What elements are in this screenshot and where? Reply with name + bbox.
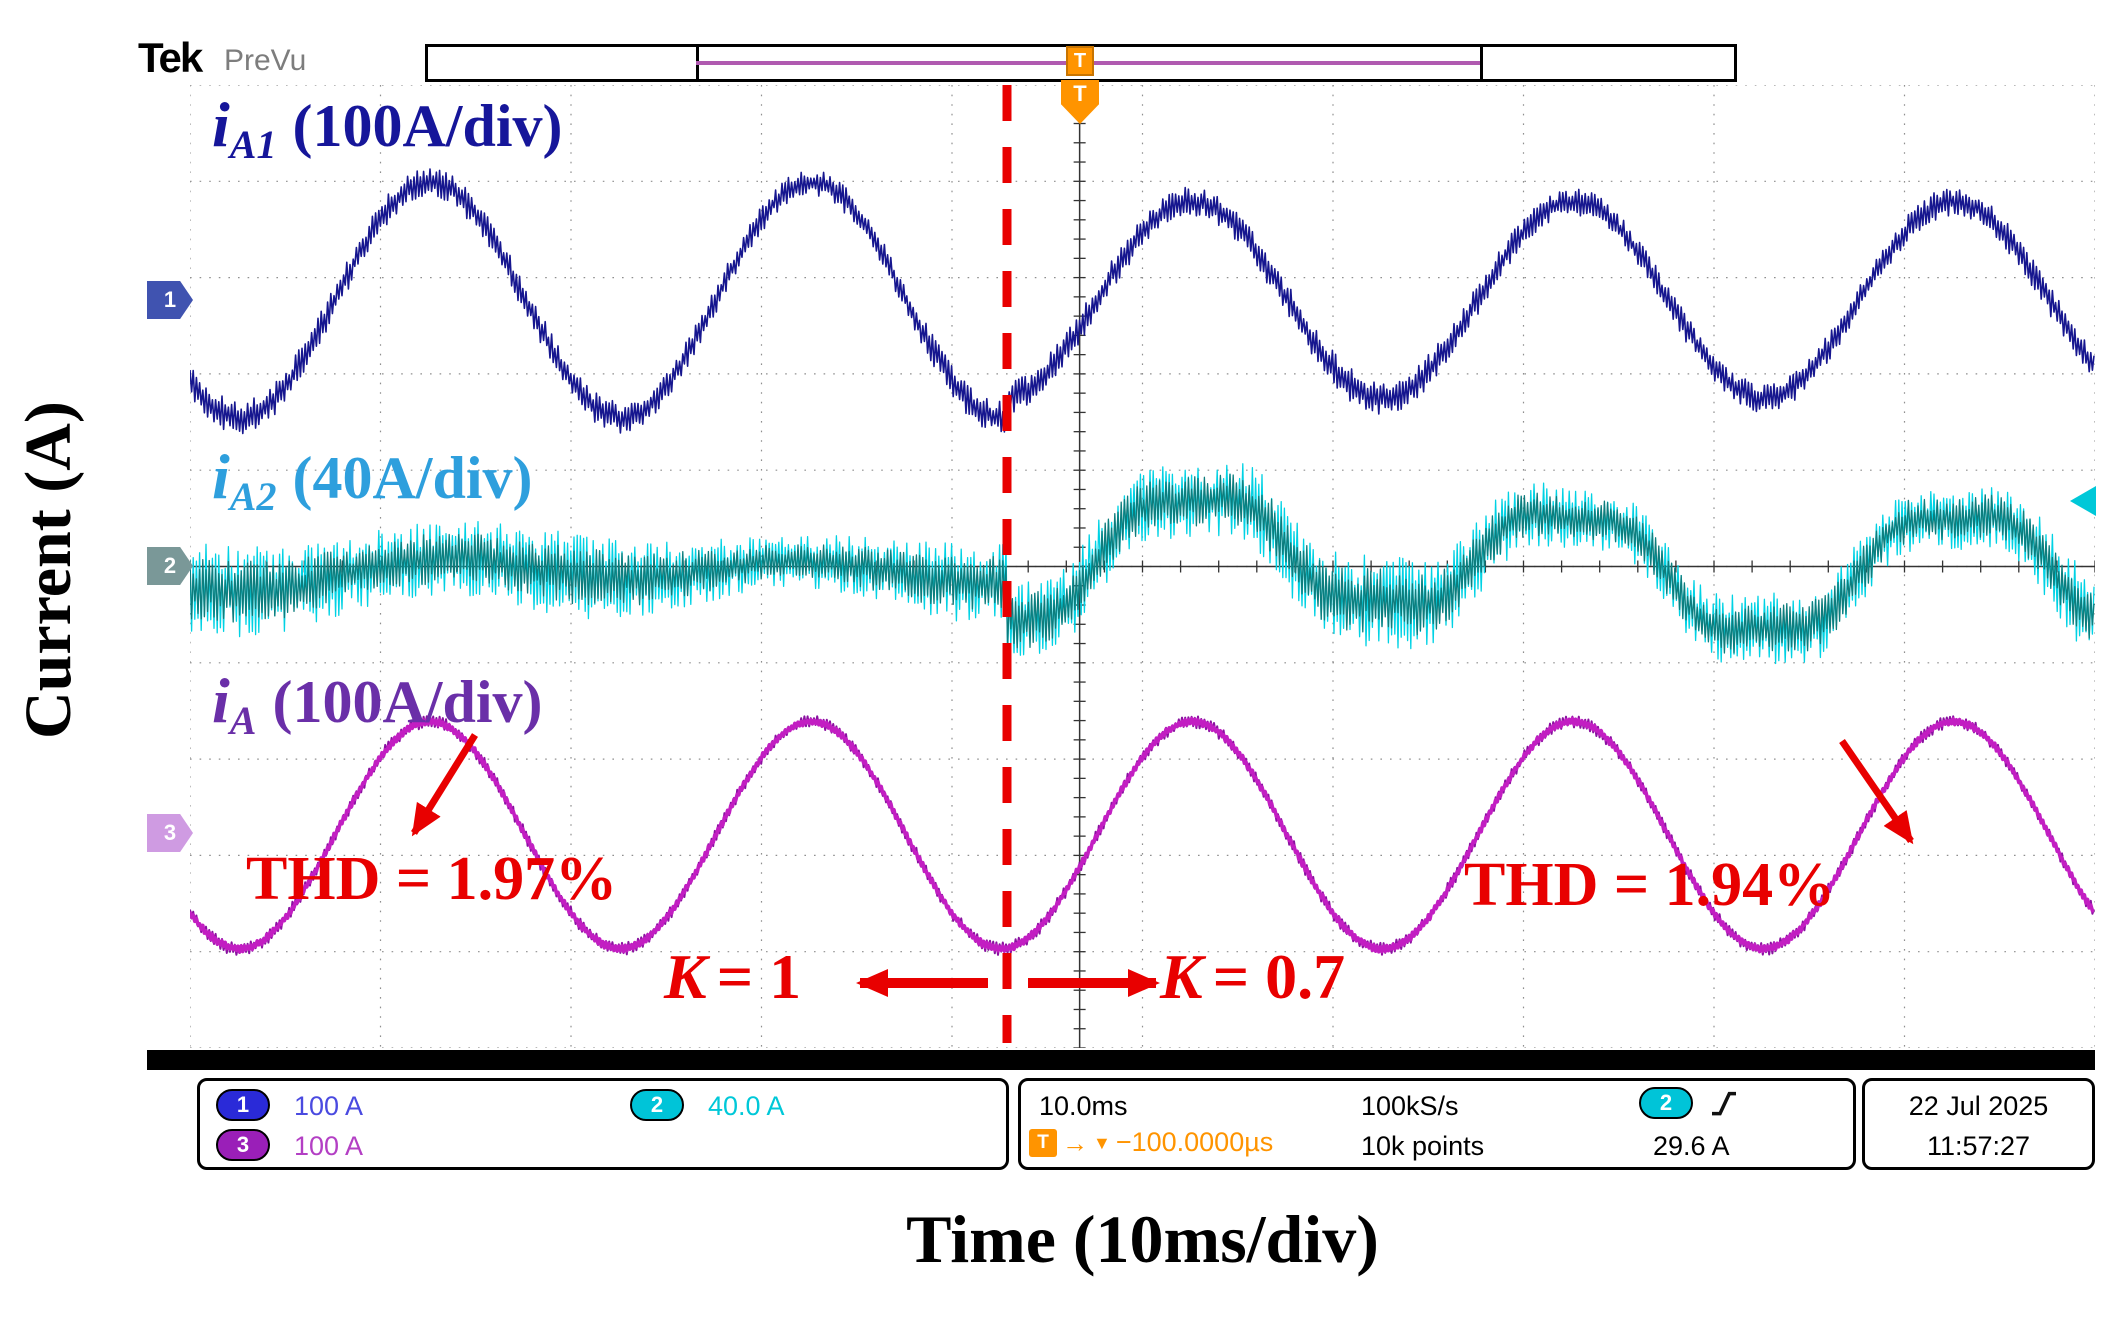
rising-edge-icon bbox=[1712, 1091, 1736, 1116]
trigger-delay-readout: T → ▼ −100.0000µs bbox=[1029, 1127, 1273, 1158]
graticule-bottom-bar bbox=[147, 1050, 2095, 1070]
ch1-subscript: A1 bbox=[229, 122, 277, 167]
time-readout: 11:57:27 bbox=[1926, 1131, 2031, 1161]
trigger-t-glyph: T bbox=[1073, 81, 1087, 106]
channel-1-marker[interactable]: 1 bbox=[147, 281, 193, 319]
ch1-symbol: i bbox=[212, 89, 230, 160]
ch3-subscript: A bbox=[229, 698, 257, 743]
ch1-badge-number: 1 bbox=[236, 1092, 250, 1117]
horizontal-trigger-box: 10.0ms 100kS/s 2 T → ▼ −100.0000µs 10k p… bbox=[1018, 1078, 1856, 1170]
k-before-value: = 1 bbox=[716, 941, 802, 1012]
datetime-box: 22 Jul 2025 11:57:27 bbox=[1862, 1078, 2095, 1170]
channel-2-number: 2 bbox=[163, 553, 177, 578]
k-after-label: K = 0.7 bbox=[1160, 940, 1345, 1014]
k-symbol: K bbox=[664, 941, 707, 1012]
ch1-waveform-label: iA1 (100A/div) bbox=[212, 88, 563, 165]
trigger-level-icon: ▼ bbox=[1093, 1132, 1111, 1153]
y-axis-label: Current (A) bbox=[12, 401, 85, 739]
timebase-readout: 10.0ms bbox=[1039, 1091, 1128, 1121]
k-after-value: = 0.7 bbox=[1212, 941, 1346, 1012]
ch2-vertical-scale: 40.0 A bbox=[708, 1091, 785, 1121]
trigger-source-number: 2 bbox=[1659, 1090, 1673, 1115]
tek-logo: Tek bbox=[138, 34, 203, 81]
channel-1-number: 1 bbox=[163, 287, 177, 312]
waveform-plot bbox=[190, 85, 2095, 1048]
k-before-label: K = 1 bbox=[664, 940, 801, 1014]
ch3-badge[interactable]: 3 bbox=[216, 1129, 270, 1161]
annotation-overlay bbox=[411, 85, 1914, 1043]
ch2-badge-number: 2 bbox=[650, 1092, 664, 1117]
trigger-delay-value: −100.0000µs bbox=[1115, 1127, 1274, 1157]
x-axis-label: Time (10ms/div) bbox=[906, 1201, 1379, 1277]
trigger-level-readout: 29.6 A bbox=[1653, 1131, 1730, 1161]
sample-rate-readout: 100kS/s bbox=[1361, 1091, 1459, 1121]
channel-scales-box: 1 100 A 2 40.0 A 3 100 A bbox=[197, 1078, 1009, 1170]
ch2-symbol: i bbox=[212, 441, 230, 512]
thd-after-label: THD = 1.94% bbox=[1464, 851, 1836, 919]
channel-3-marker[interactable]: 3 bbox=[147, 814, 193, 852]
trigger-source-badge[interactable]: 2 bbox=[1639, 1087, 1693, 1119]
thd-right-arrow bbox=[1839, 739, 1914, 845]
ch1-scale-text: (100A/div) bbox=[292, 93, 563, 159]
ch2-subscript: A2 bbox=[229, 474, 277, 519]
ch2-waveform-label: iA2 (40A/div) bbox=[212, 440, 533, 517]
ch3-vertical-scale: 100 A bbox=[294, 1131, 364, 1161]
trigger-arrow-icon: → bbox=[1062, 1127, 1088, 1158]
ch3-scale-text: (100A/div) bbox=[272, 669, 543, 735]
ch1-badge[interactable]: 1 bbox=[216, 1089, 270, 1121]
acquisition-window-end bbox=[1480, 47, 1483, 79]
acquisition-status: PreVu bbox=[224, 44, 307, 77]
record-length-readout: 10k points bbox=[1361, 1131, 1485, 1161]
thd-before-label: THD = 1.97% bbox=[246, 845, 618, 913]
k-symbol: K bbox=[1160, 941, 1203, 1012]
ch1-vertical-scale: 100 A bbox=[294, 1091, 364, 1121]
date-readout: 22 Jul 2025 bbox=[1908, 1091, 2049, 1121]
waveform-traces bbox=[190, 168, 2095, 956]
trigger-t-glyph: T bbox=[1073, 49, 1087, 72]
ch3-symbol: i bbox=[212, 665, 230, 736]
ch3-badge-number: 3 bbox=[236, 1132, 250, 1157]
trigger-position-marker-top[interactable]: T bbox=[1066, 46, 1094, 76]
thd-left-arrow bbox=[411, 733, 478, 837]
channel-3-number: 3 bbox=[163, 820, 177, 845]
trigger-t-icon: T bbox=[1029, 1128, 1057, 1157]
channel-2-marker[interactable]: 2 bbox=[147, 547, 193, 585]
ch2-scale-text: (40A/div) bbox=[292, 445, 533, 511]
ch2-badge[interactable]: 2 bbox=[630, 1089, 684, 1121]
ch3-waveform-label: iA (100A/div) bbox=[212, 664, 543, 741]
